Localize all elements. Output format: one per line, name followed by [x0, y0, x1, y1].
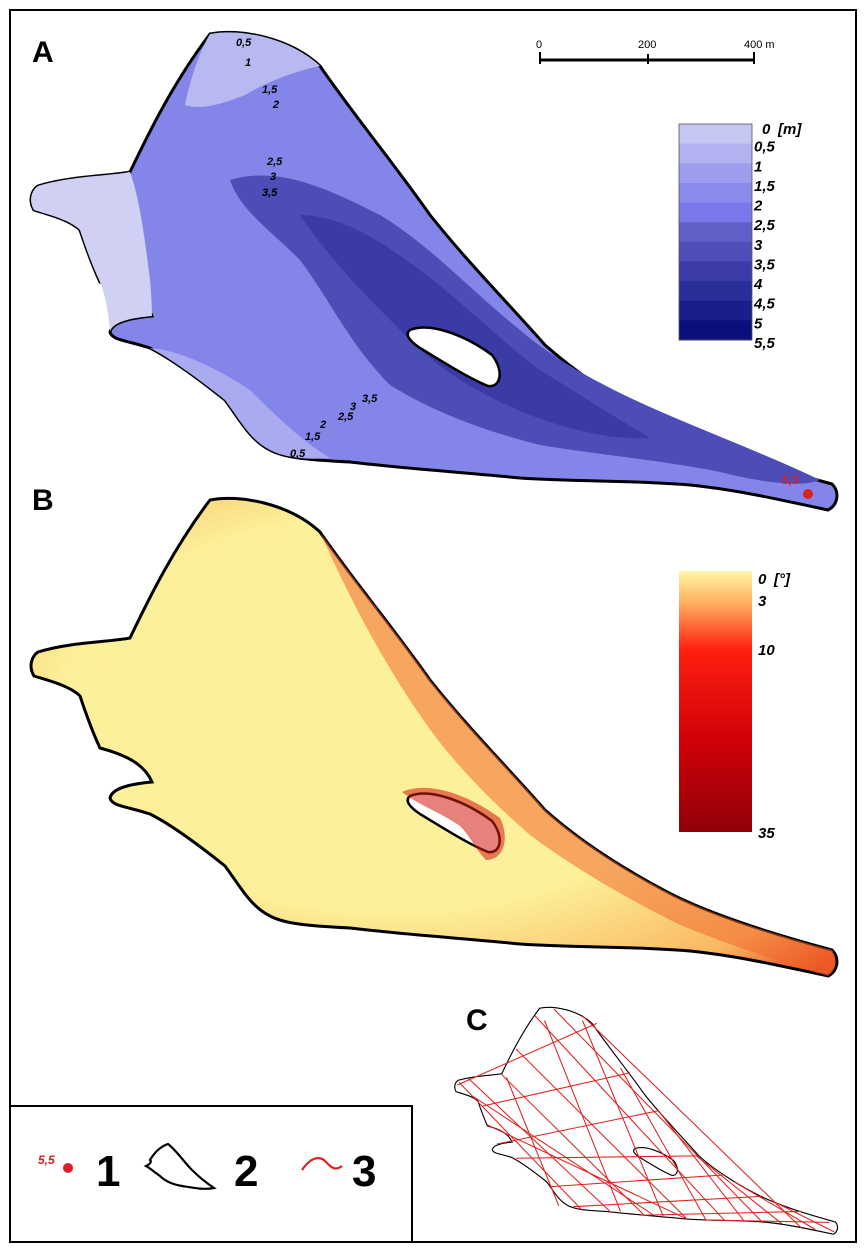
contour-label-1-north: 1 — [245, 57, 251, 69]
legend-item-3: 3 — [352, 1147, 376, 1196]
scale-tick-0: 0 — [536, 39, 542, 51]
contour-label-3-5-north: 3,5 — [262, 187, 278, 199]
figure-border — [9, 9, 857, 1243]
slope-legend-label-35: 35 — [758, 825, 775, 842]
panel-a: A 5,5 0,5 1 1,5 2 2,5 3 3,5 0,5 1,5 2 — [29, 30, 839, 512]
contour-labels-south: 0,5 1,5 2 2,5 3 3,5 — [290, 393, 378, 460]
depth-legend-swatch — [679, 222, 752, 243]
contour-label-2-south: 2 — [319, 419, 326, 431]
deep-trough-core — [300, 215, 650, 439]
scale-bar: 0 200 400 m — [536, 39, 775, 64]
legend-point-symbol — [63, 1163, 73, 1173]
depth-legend-swatch — [679, 320, 752, 341]
depth-legend-swatch — [679, 281, 752, 302]
depth-legend-label: 5,5 — [754, 335, 776, 352]
depth-legend-label: 1,5 — [754, 178, 776, 195]
depth-legend-unit: [m] — [777, 121, 802, 138]
depth-legend-swatch — [679, 202, 752, 223]
depth-legend-label: 4,5 — [753, 296, 776, 313]
depth-legend-swatch — [679, 182, 752, 204]
slope-legend: 0 [°] 3 10 35 — [679, 571, 791, 842]
slope-legend-colorbar — [679, 571, 752, 832]
slope-legend-unit: [°] — [773, 571, 791, 588]
contour-label-2-north: 2 — [272, 99, 279, 111]
legend-point-sample-label: 5,5 — [38, 1153, 55, 1167]
depth-legend-label: 0,5 — [754, 139, 776, 156]
contour-label-2-5-south: 2,5 — [337, 411, 354, 423]
depth-legend-swatch — [679, 143, 752, 164]
depth-legend-swatch — [679, 300, 752, 321]
panel-c-label: C — [466, 1004, 488, 1037]
scale-tick-200: 200 — [638, 39, 656, 51]
contour-label-3-south: 3 — [350, 401, 356, 413]
depth-legend-swatch — [679, 261, 752, 282]
depth-legend-label: 3 — [754, 237, 763, 254]
shallow-zone-west — [31, 172, 152, 332]
depth-legend-label: 4 — [753, 276, 763, 293]
depth-legend-label: 5 — [754, 315, 763, 332]
panel-b-label: B — [32, 484, 54, 517]
panel-a-label: A — [32, 36, 54, 69]
depth-legend-label: 2 — [753, 198, 763, 215]
island-steep-rim — [402, 787, 505, 860]
symbol-legend: 5,5 1 2 3 — [9, 1105, 413, 1243]
legend-item-2: 2 — [234, 1147, 258, 1196]
depth-legend-swatch — [679, 124, 752, 145]
depth-legend-frame — [678, 123, 753, 341]
depth-legend-label: 1 — [754, 158, 762, 175]
legend-track-symbol — [301, 1157, 343, 1171]
panel-b: B 0 [°] 3 10 35 — [29, 484, 839, 978]
legend-item-1: 1 — [96, 1147, 120, 1196]
contour-label-3-5-south: 3,5 — [362, 393, 378, 405]
survey-tracks — [456, 1008, 835, 1233]
depth-legend-swatch — [679, 241, 752, 262]
contour-label-0-5-north: 0,5 — [236, 37, 252, 49]
scale-tick-400: 400 m — [744, 39, 775, 51]
contour-label-2-5-north: 2,5 — [266, 156, 283, 168]
contour-label-3-north: 3 — [270, 171, 276, 183]
contour-label-1-5-north: 1,5 — [262, 84, 278, 96]
symbol-legend-box — [9, 1105, 413, 1243]
contour-label-1-5-south: 1,5 — [305, 431, 321, 443]
depth-legend-swatch — [679, 163, 752, 184]
contour-label-0-5-south: 0,5 — [290, 448, 306, 460]
slope-legend-label-3: 3 — [758, 593, 767, 610]
panel-c: C — [454, 1004, 839, 1235]
shallow-zone-south — [150, 348, 330, 459]
lake-island-a — [406, 326, 501, 388]
depth-legend-label: 0 — [762, 121, 771, 138]
shallow-zone-north — [185, 32, 320, 107]
legend-shoreline-symbol — [143, 1142, 217, 1190]
slope-legend-label-0: 0 — [758, 571, 767, 588]
depth-legend-label: 2,5 — [753, 217, 776, 234]
max-depth-point — [803, 489, 813, 499]
max-depth-label: 5,5 — [782, 473, 799, 487]
depth-legend: 00,5 1 1,5 2 2,5 3 3,5 4 4,5 5 5,5 [m] — [678, 121, 802, 352]
contour-labels-north: 0,5 1 1,5 2 2,5 3 3,5 — [236, 37, 283, 199]
slope-legend-label-10: 10 — [758, 642, 775, 659]
depth-legend-label: 3,5 — [754, 256, 776, 273]
